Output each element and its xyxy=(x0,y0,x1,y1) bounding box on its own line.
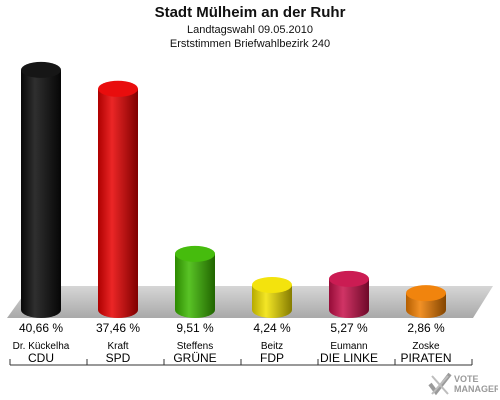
bar-body xyxy=(329,278,369,318)
candidate-label: Zoske xyxy=(412,341,440,352)
chart-title: Stadt Mülheim an der Ruhr xyxy=(154,4,346,21)
logo-text-line: MANAGER xyxy=(454,384,498,394)
bar-top xyxy=(175,245,215,262)
value-label: 4,24 % xyxy=(253,321,291,335)
bar-top xyxy=(329,270,369,287)
bar-top xyxy=(98,80,138,97)
party-label: CDU xyxy=(28,351,54,365)
bar-2 xyxy=(98,80,138,318)
candidate-label: Beitz xyxy=(261,341,283,352)
bar-top xyxy=(21,61,61,78)
party-label: PIRATEN xyxy=(400,351,451,365)
vote-manager-logo: VOTE MANAGER xyxy=(428,372,498,396)
candidate-label: Eumann xyxy=(330,341,367,352)
bar-4 xyxy=(252,276,292,318)
party-label: SPD xyxy=(106,351,131,365)
bar-top xyxy=(252,276,292,293)
bar-body xyxy=(252,284,292,318)
checkmark-x-logo-icon xyxy=(428,372,452,396)
bar-body xyxy=(175,253,215,318)
logo-text-line: VOTE xyxy=(454,374,479,384)
candidate-label: Steffens xyxy=(177,341,214,352)
value-label: 40,66 % xyxy=(19,321,63,335)
bar-body xyxy=(21,69,61,318)
chart-subtitle-election: Landtagswahl 09.05.2010 xyxy=(187,24,313,36)
bar-6 xyxy=(406,285,446,318)
logo-text: VOTE MANAGER xyxy=(454,374,498,394)
party-label: DIE LINKE xyxy=(320,351,378,365)
value-label: 5,27 % xyxy=(330,321,368,335)
party-label: FDP xyxy=(260,351,284,365)
party-label: GRÜNE xyxy=(173,351,216,365)
value-label: 9,51 % xyxy=(176,321,214,335)
bar-body xyxy=(98,88,138,318)
bar-top xyxy=(406,285,446,302)
bar-5 xyxy=(329,270,369,318)
value-label: 37,46 % xyxy=(96,321,140,335)
candidate-label: Kraft xyxy=(107,341,128,352)
candidate-label: Dr. Kückelha xyxy=(13,341,70,352)
chart-subtitle-district: Erststimmen Briefwahlbezirk 240 xyxy=(169,38,331,50)
value-label: 2,86 % xyxy=(407,321,445,335)
category-axis xyxy=(9,359,473,366)
bar-3 xyxy=(175,245,215,318)
bar-1 xyxy=(21,61,61,318)
